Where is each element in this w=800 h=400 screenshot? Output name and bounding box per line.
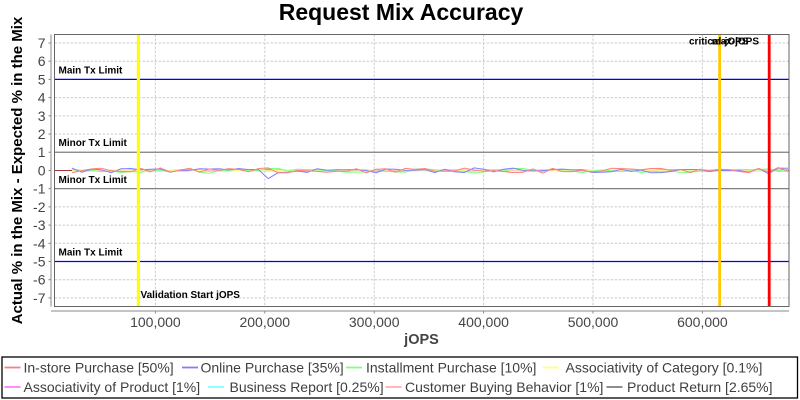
svg-text:7: 7: [38, 35, 46, 51]
svg-text:Minor Tx Limit: Minor Tx Limit: [59, 138, 128, 149]
svg-text:-1: -1: [33, 181, 46, 197]
svg-text:400,000: 400,000: [458, 314, 509, 330]
svg-text:Business Report [0.25%]: Business Report [0.25%]: [230, 379, 384, 395]
svg-text:Product Return [2.65%]: Product Return [2.65%]: [627, 379, 773, 395]
svg-text:3: 3: [38, 108, 46, 124]
svg-text:4: 4: [38, 90, 46, 106]
svg-text:Online Purchase [35%]: Online Purchase [35%]: [201, 360, 344, 376]
svg-text:100,000: 100,000: [130, 314, 181, 330]
svg-text:In-store Purchase [50%]: In-store Purchase [50%]: [24, 360, 174, 376]
svg-text:-7: -7: [33, 290, 46, 306]
svg-text:Associativity of Category [0.1: Associativity of Category [0.1%]: [566, 360, 763, 376]
svg-text:Installment Purchase [10%]: Installment Purchase [10%]: [366, 360, 536, 376]
svg-text:6: 6: [38, 53, 46, 69]
svg-text:critical-jOPS: critical-jOPS: [689, 37, 749, 48]
svg-text:Request Mix Accuracy: Request Mix Accuracy: [279, 0, 524, 25]
svg-text:-3: -3: [33, 217, 46, 233]
svg-text:500,000: 500,000: [568, 314, 619, 330]
svg-text:600,000: 600,000: [677, 314, 728, 330]
svg-text:Main Tx Limit: Main Tx Limit: [59, 247, 124, 258]
svg-text:1: 1: [38, 144, 46, 160]
svg-text:0: 0: [38, 162, 46, 178]
svg-text:-4: -4: [33, 235, 46, 251]
svg-text:Validation Start jOPS: Validation Start jOPS: [141, 290, 241, 301]
svg-text:-6: -6: [33, 272, 46, 288]
svg-text:200,000: 200,000: [239, 314, 290, 330]
svg-text:300,000: 300,000: [349, 314, 400, 330]
svg-text:Minor Tx Limit: Minor Tx Limit: [59, 175, 128, 186]
svg-text:5: 5: [38, 71, 46, 87]
svg-text:-5: -5: [33, 254, 46, 270]
svg-text:Customer Buying Behavior [1%]: Customer Buying Behavior [1%]: [405, 379, 603, 395]
svg-text:2: 2: [38, 126, 46, 142]
svg-text:max-jOPS: max-jOPS: [712, 37, 760, 48]
svg-text:Main Tx Limit: Main Tx Limit: [59, 65, 124, 76]
svg-text:-2: -2: [33, 199, 46, 215]
svg-text:Actual % in the Mix - Expected: Actual % in the Mix - Expected % in the …: [9, 16, 26, 324]
svg-text:Associativity of Product [1%]: Associativity of Product [1%]: [24, 379, 201, 395]
svg-text:jOPS: jOPS: [403, 332, 439, 348]
